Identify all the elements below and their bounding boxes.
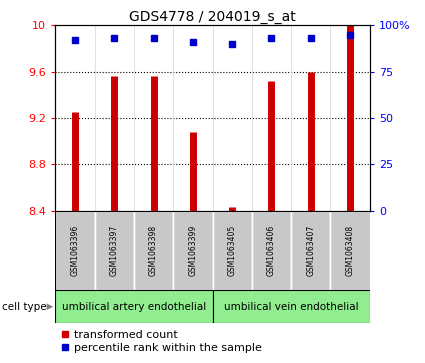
Title: GDS4778 / 204019_s_at: GDS4778 / 204019_s_at — [129, 11, 296, 24]
Text: GSM1063405: GSM1063405 — [228, 225, 237, 276]
Bar — [55, 211, 94, 290]
Text: GSM1063397: GSM1063397 — [110, 225, 119, 276]
Text: GSM1063408: GSM1063408 — [346, 225, 354, 276]
Text: GSM1063399: GSM1063399 — [188, 225, 197, 276]
Bar — [331, 211, 370, 290]
Text: GSM1063407: GSM1063407 — [306, 225, 315, 276]
Bar — [94, 211, 134, 290]
Bar — [212, 290, 370, 323]
Legend: transformed count, percentile rank within the sample: transformed count, percentile rank withi… — [57, 325, 266, 358]
Text: GSM1063396: GSM1063396 — [71, 225, 79, 276]
Text: GSM1063398: GSM1063398 — [149, 225, 158, 276]
Bar — [252, 211, 291, 290]
Bar — [173, 211, 212, 290]
Text: umbilical artery endothelial: umbilical artery endothelial — [62, 302, 206, 312]
Bar — [291, 211, 331, 290]
Text: umbilical vein endothelial: umbilical vein endothelial — [224, 302, 358, 312]
Bar — [212, 211, 252, 290]
Bar — [55, 290, 212, 323]
Text: GSM1063406: GSM1063406 — [267, 225, 276, 276]
Text: cell type: cell type — [2, 302, 47, 312]
Bar — [134, 211, 173, 290]
